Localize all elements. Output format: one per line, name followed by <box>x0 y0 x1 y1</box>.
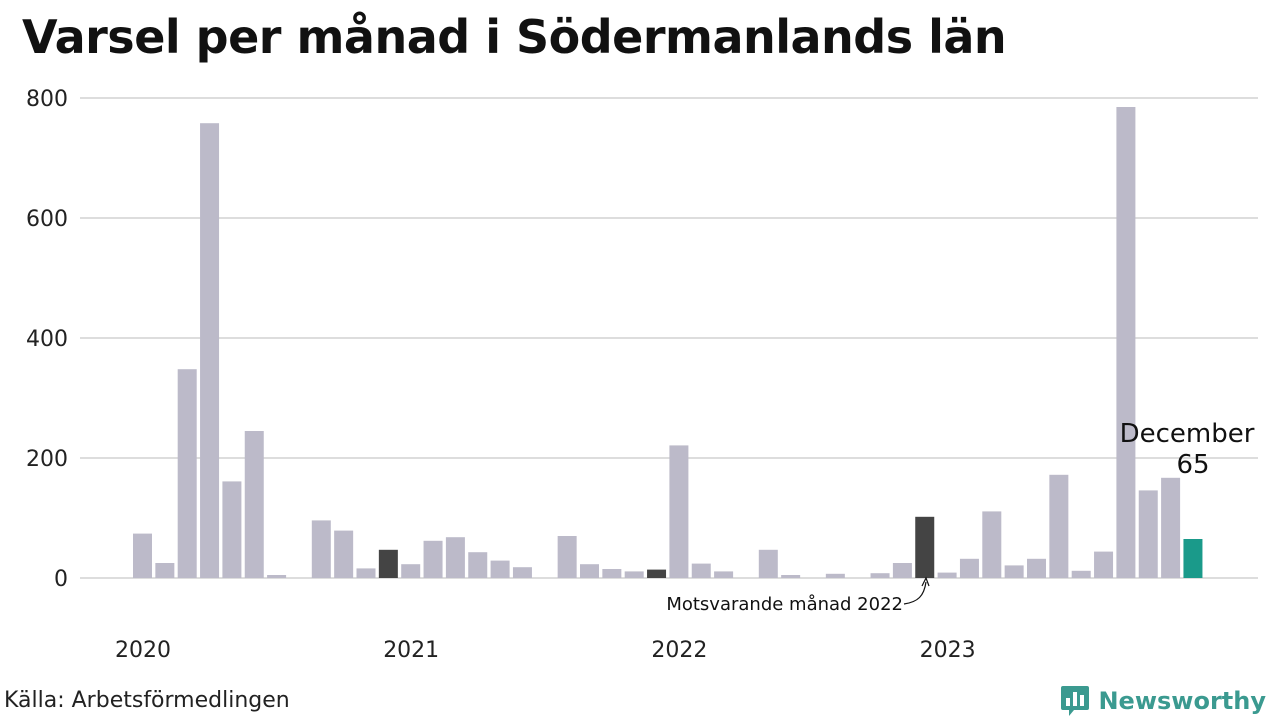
y-tick-label: 400 <box>26 327 68 352</box>
same-month-last-year-note: Motsvarande månad 2022 <box>666 594 903 615</box>
y-tick-label: 0 <box>54 567 68 592</box>
bar-2021-11 <box>624 571 644 578</box>
year-label-2021: 2021 <box>383 638 439 663</box>
bar-2023-08 <box>1094 551 1114 578</box>
bar-2020-01 <box>133 533 152 578</box>
bar-2023-02 <box>959 558 979 578</box>
bar-2021-06 <box>512 567 532 578</box>
bar-2020-05 <box>222 481 242 578</box>
same-month-arrowhead <box>921 576 930 587</box>
bar-2022-03 <box>714 571 734 578</box>
brand: Newsworthy <box>1060 684 1266 718</box>
bar-2023-06 <box>1049 474 1069 578</box>
bar-2023-12 <box>1183 539 1203 578</box>
bar-2022-12 <box>915 516 935 578</box>
current-month-label: December <box>1120 419 1255 449</box>
bar-2020-10 <box>334 530 354 578</box>
newsworthy-logo-icon <box>1061 686 1090 716</box>
bar-2023-03 <box>982 511 1002 578</box>
source-note: Källa: Arbetsförmedlingen <box>4 688 290 713</box>
bar-2022-08 <box>825 573 845 578</box>
y-axis-ticks: 0 200 400 600 800 <box>26 87 68 592</box>
x-axis-year-labels: 2020 2021 2022 2023 <box>115 638 976 663</box>
bar-2020-03 <box>177 369 197 578</box>
bar-2022-06 <box>781 575 801 578</box>
bar-2020-11 <box>356 568 376 578</box>
year-label-2022: 2022 <box>651 638 707 663</box>
bar-2021-08 <box>557 536 577 578</box>
bar-2021-10 <box>602 569 622 578</box>
bar-2020-04 <box>200 123 220 578</box>
bar-2022-02 <box>691 563 711 578</box>
bar-2023-11 <box>1161 477 1181 578</box>
bar-2023-10 <box>1138 490 1158 578</box>
y-tick-label: 600 <box>26 207 68 232</box>
bar-2020-06 <box>244 431 264 578</box>
bar-2023-04 <box>1004 565 1024 578</box>
bar-2023-07 <box>1071 570 1091 578</box>
bar-2023-01 <box>937 572 957 578</box>
bar-2021-02 <box>423 540 443 578</box>
brand-name: Newsworthy <box>1098 687 1266 715</box>
bar-2023-09 <box>1116 107 1136 578</box>
bar-2020-09 <box>311 520 331 578</box>
chart-title: Varsel per månad i Södermanlands län <box>22 10 1007 64</box>
bar-2020-02 <box>155 563 175 578</box>
current-value-label: 65 <box>1176 450 1209 480</box>
bar-2020-12 <box>378 549 398 578</box>
bar-2021-12 <box>647 569 667 578</box>
bar-chart: 0 200 400 600 800 2020 2021 2022 2023 December … <box>26 87 1258 663</box>
year-label-2023: 2023 <box>920 638 976 663</box>
bar-2022-11 <box>892 563 912 578</box>
bar-2020-07 <box>267 575 287 578</box>
bar-2021-01 <box>401 564 421 578</box>
bar-2023-05 <box>1027 558 1046 578</box>
bar-2021-03 <box>445 537 465 578</box>
bar-2021-09 <box>580 564 599 578</box>
annotations: December 65 Motsvarande månad 2022 <box>666 419 1254 615</box>
y-tick-label: 200 <box>26 447 68 472</box>
bar-2022-10 <box>870 573 890 578</box>
y-tick-label: 800 <box>26 87 68 112</box>
bars <box>133 107 1203 578</box>
bar-2021-05 <box>490 560 510 578</box>
bar-2022-01 <box>669 445 689 578</box>
bar-2022-05 <box>758 549 778 578</box>
same-month-arrow <box>903 581 927 605</box>
year-label-2020: 2020 <box>115 638 171 663</box>
bar-2021-04 <box>468 552 488 578</box>
